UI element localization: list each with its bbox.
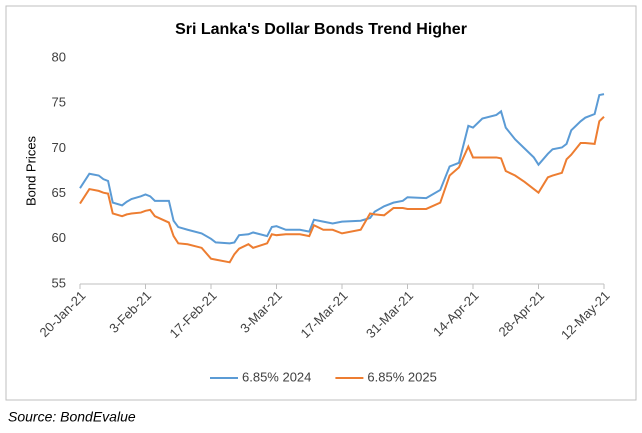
- chart-title: Sri Lanka's Dollar Bonds Trend Higher: [175, 21, 467, 38]
- y-tick-label: 70: [52, 140, 66, 155]
- y-tick-label: 65: [52, 185, 66, 200]
- y-tick-label: 80: [52, 49, 66, 64]
- legend-label: 6.85% 2025: [367, 369, 436, 384]
- source: Source: BondEvalue: [8, 409, 136, 425]
- y-tick-label: 55: [52, 275, 66, 290]
- y-tick-label: 60: [52, 230, 66, 245]
- y-tick-label: 75: [52, 95, 66, 110]
- line-series: [79, 93, 605, 245]
- chart-border: [5, 5, 637, 401]
- line-series: [79, 116, 605, 264]
- y-axis-label: Bond Prices: [23, 135, 38, 206]
- legend-label: 6.85% 2024: [242, 369, 311, 384]
